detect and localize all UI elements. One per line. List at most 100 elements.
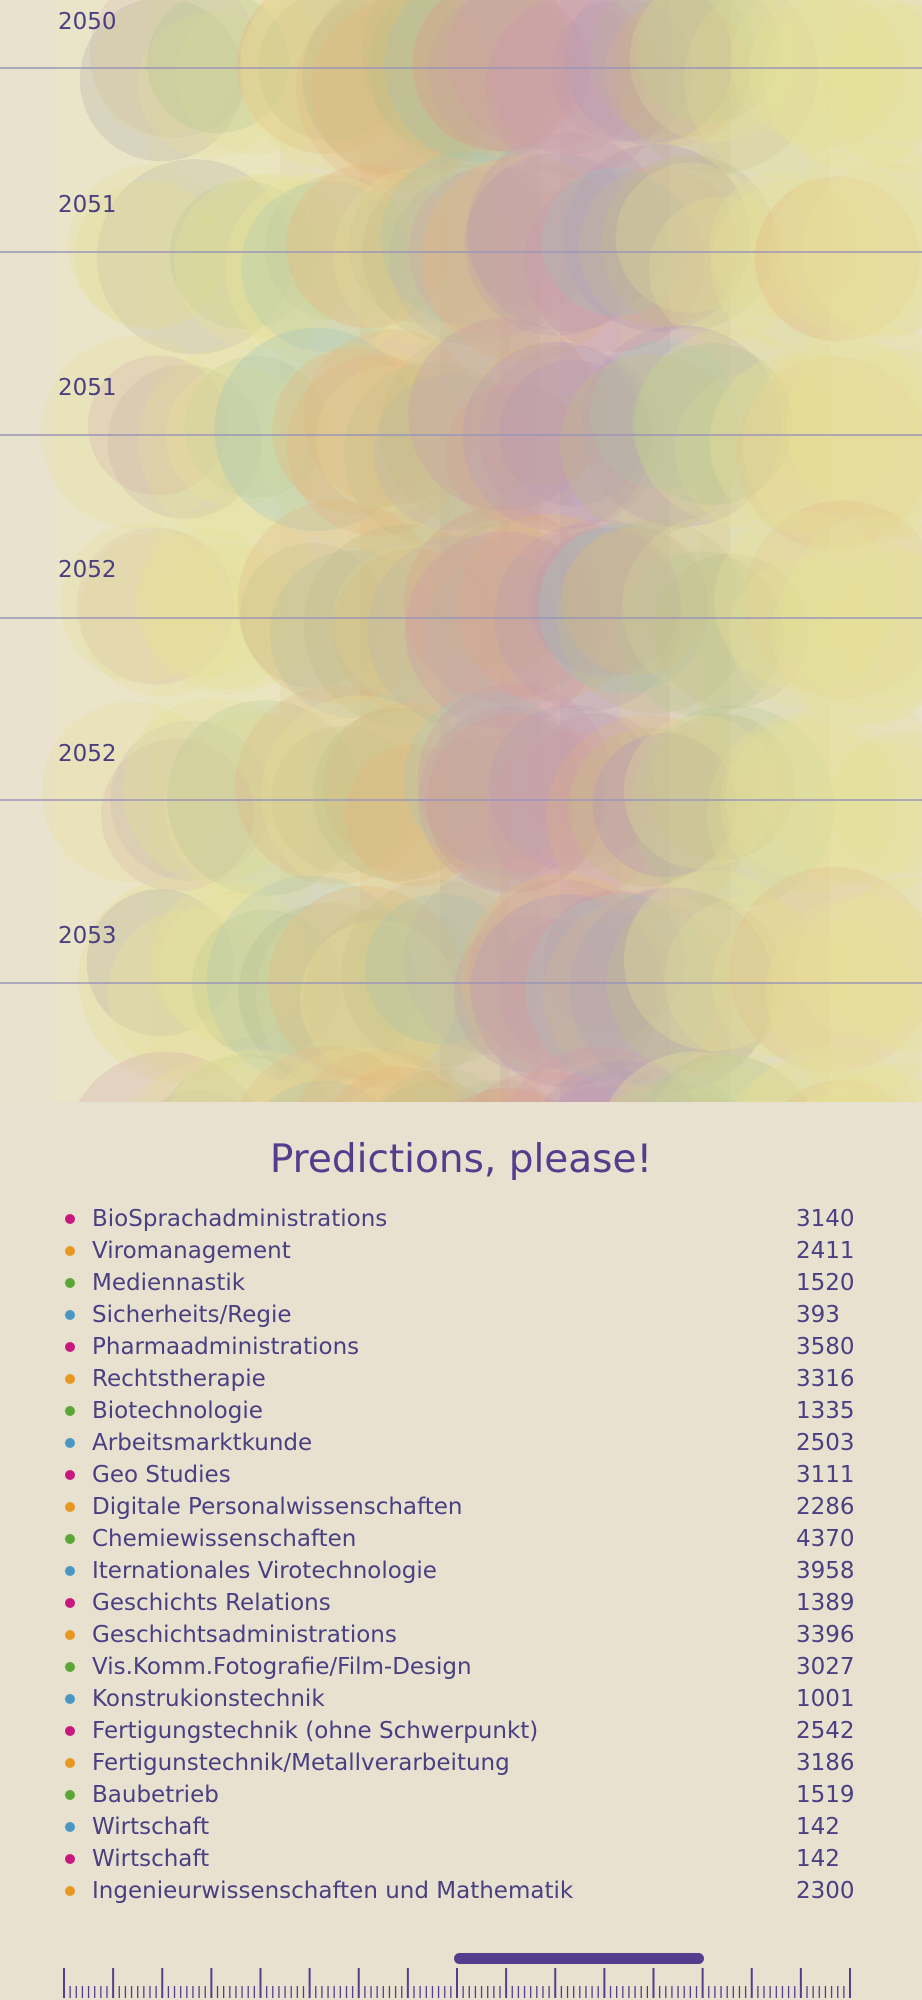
bubble	[765, 893, 922, 1091]
bubble	[629, 0, 797, 143]
bubble	[165, 365, 307, 507]
bullet-icon	[65, 1342, 75, 1352]
bubble	[79, 0, 244, 162]
bubble	[310, 0, 496, 182]
bullet-icon	[65, 1374, 75, 1384]
bubble	[369, 0, 572, 169]
bullet-icon	[65, 1502, 75, 1512]
bubble	[361, 0, 570, 158]
bullet-icon	[65, 1310, 75, 1320]
bullet-icon	[65, 1438, 75, 1448]
bubble	[60, 523, 221, 683]
bubble	[408, 318, 601, 511]
bubble	[674, 371, 831, 528]
bubble	[380, 151, 555, 326]
bubble	[736, 356, 922, 550]
bubble	[664, 895, 831, 1062]
bubble	[239, 0, 444, 172]
prediction-item: Digitale Personalwissenschaften 2286	[0, 1492, 922, 1524]
bubble	[269, 550, 438, 719]
prediction-value: 1001	[796, 1686, 855, 1712]
bubble	[322, 702, 495, 874]
bubble	[557, 519, 751, 714]
bubble	[827, 550, 922, 698]
bubble	[428, 734, 575, 882]
bullet-icon	[65, 1278, 75, 1288]
timeline-scale[interactable]	[0, 1940, 922, 2000]
prediction-name: Fertigunstechnik/Metallverarbeitung	[92, 1750, 510, 1776]
bullet-icon	[65, 1406, 75, 1416]
color-band	[500, 0, 620, 1102]
bubble	[133, 1059, 296, 1102]
bubble	[424, 556, 583, 715]
bubble	[553, 1085, 655, 1102]
range-handle[interactable]	[454, 1953, 704, 1964]
prediction-value: 3958	[796, 1558, 855, 1584]
color-band	[620, 0, 730, 1102]
prediction-name: Wirtschaft	[92, 1814, 210, 1840]
bubble	[41, 701, 223, 883]
bubble	[107, 364, 262, 519]
color-band	[150, 0, 310, 1102]
prediction-name: BioSprachadministrations	[92, 1206, 388, 1232]
bubble	[315, 366, 463, 513]
prediction-name: Pharmaadministrations	[92, 1334, 360, 1360]
bubble	[734, 1059, 884, 1102]
bubble	[543, 890, 686, 1033]
bubble	[343, 361, 528, 545]
prediction-name: Iternationales Virotechnologie	[92, 1558, 437, 1584]
bubble	[174, 173, 352, 351]
bubble	[303, 524, 508, 728]
bubble	[809, 349, 922, 538]
bubble	[236, 0, 415, 154]
bubble	[155, 543, 301, 690]
bubble	[167, 1097, 221, 1102]
bubble	[811, 1091, 891, 1102]
bubble	[578, 166, 740, 328]
bubble	[543, 899, 736, 1092]
bubble	[412, 0, 585, 152]
bubble	[498, 916, 646, 1064]
bubble	[459, 1087, 557, 1102]
bubble	[766, 919, 911, 1065]
bubble	[615, 162, 766, 313]
bubble	[96, 159, 293, 355]
bubble	[267, 1047, 450, 1102]
bubble	[546, 715, 751, 920]
prediction-value: 1335	[796, 1398, 855, 1424]
prediction-name: Ingenieurwissenschaften und Mathematik	[92, 1878, 574, 1904]
prediction-value: 1389	[796, 1590, 855, 1616]
bubble	[345, 744, 488, 887]
bubble	[684, 0, 884, 179]
bubble	[462, 341, 652, 532]
prediction-item: Chemiewissenschaften 4370	[0, 1524, 922, 1556]
prediction-value: 4370	[796, 1526, 855, 1552]
bubble	[707, 710, 915, 918]
bubble	[100, 738, 254, 892]
prediction-value: 3316	[796, 1366, 855, 1392]
prediction-name: Sicherheits/Regie	[92, 1302, 292, 1328]
bubble	[428, 0, 591, 153]
bubble	[147, 0, 290, 134]
bubble	[79, 530, 247, 697]
prediction-value: 2542	[796, 1718, 855, 1744]
prediction-item: Geo Studies 3111	[0, 1460, 922, 1492]
prediction-name: Mediennastik	[92, 1270, 246, 1296]
bubble	[630, 704, 835, 909]
predictions-title: Predictions, please!	[269, 1137, 653, 1182]
prediction-item: Fertigungstechnik (ohne Schwerpunkt) 2542	[0, 1716, 922, 1748]
prediction-item: BioSprachadministrations 3140	[0, 1204, 922, 1236]
bubble	[470, 343, 612, 485]
bubble	[623, 715, 778, 869]
prediction-item: Vis.Komm.Fotografie/Film-Design 3027	[0, 1652, 922, 1684]
bubble	[795, 897, 922, 1039]
prediction-name: Arbeitsmarktkunde	[92, 1430, 313, 1456]
bubble	[608, 1051, 780, 1102]
bubble	[303, 329, 480, 506]
bubble	[623, 870, 805, 1051]
bubble	[780, 144, 922, 340]
bubble	[654, 1055, 809, 1102]
prediction-value: 3396	[796, 1622, 855, 1648]
bubble	[214, 327, 418, 532]
bubble	[772, 540, 922, 726]
